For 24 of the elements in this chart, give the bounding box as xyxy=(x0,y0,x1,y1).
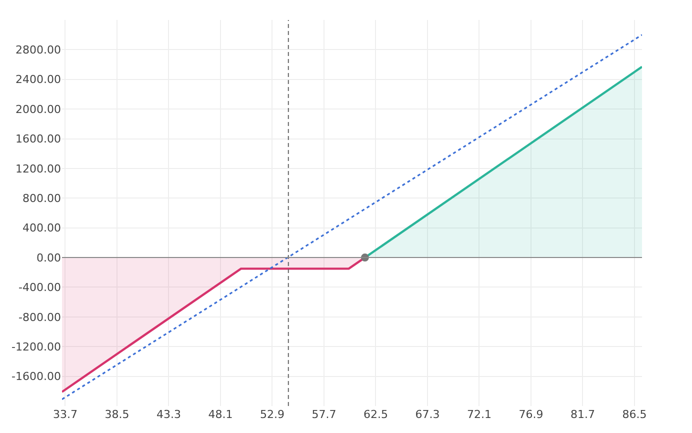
y-tick-label: -1200.00 xyxy=(12,340,61,354)
x-tick-label: 76.9 xyxy=(518,408,544,421)
x-tick-label: 48.1 xyxy=(208,408,233,421)
y-tick-label: 1200.00 xyxy=(16,162,61,176)
x-tick-label: 62.5 xyxy=(363,408,388,421)
x-tick-label: 38.5 xyxy=(104,408,130,421)
y-tick-label: -1600.00 xyxy=(12,370,61,384)
y-tick-label: 1600.00 xyxy=(16,132,61,146)
y-tick-label: 0.00 xyxy=(36,251,61,264)
y-tick-label: -800.00 xyxy=(18,310,61,324)
x-tick-label: 81.7 xyxy=(570,408,595,421)
y-tick-label: 2800.00 xyxy=(16,44,61,57)
y-tick-label: 2000.00 xyxy=(16,102,61,116)
y-tick-label: -400.00 xyxy=(18,281,61,294)
y-tick-label: 2400.00 xyxy=(16,73,61,86)
x-tick-label: 57.7 xyxy=(312,408,336,421)
x-tick-label: 72.1 xyxy=(466,408,492,421)
x-tick-label: 52.9 xyxy=(260,408,284,421)
x-tick-label: 86.5 xyxy=(622,408,647,421)
x-tick-label: 33.7 xyxy=(52,408,78,421)
y-tick-label: 400.00 xyxy=(22,222,61,235)
y-tick-label: 800.00 xyxy=(22,192,61,205)
x-tick-label: 67.3 xyxy=(415,408,440,421)
x-tick-label: 43.3 xyxy=(156,408,181,421)
